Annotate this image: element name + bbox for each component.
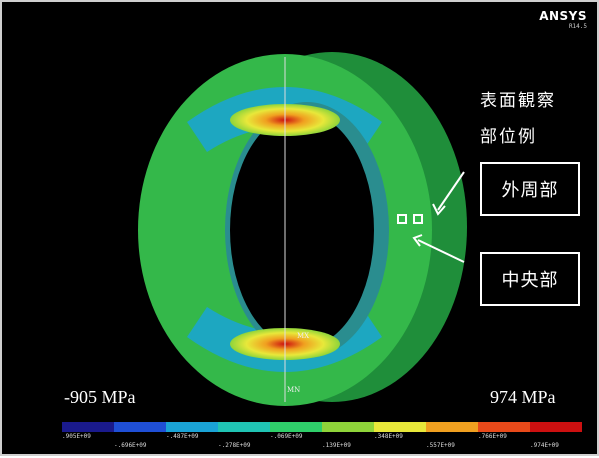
max-marker-label: MX (297, 332, 310, 340)
inner-hole (230, 112, 374, 348)
legend-tick: -.069E+09 (270, 433, 303, 440)
observation-title-line1: 表面観察 (480, 91, 556, 111)
max-stress-label: 974 MPa (490, 387, 556, 407)
legend-color-band (426, 422, 479, 432)
legend-color-band (166, 422, 219, 432)
color-legend: .905E+09 -.487E+09 -.069E+09 .348E+09 .7… (62, 422, 582, 454)
legend-tick: .766E+09 (478, 433, 507, 440)
legend-color-band (270, 422, 323, 432)
marker-outer-square (413, 214, 423, 224)
legend-tick: .557E+09 (426, 442, 455, 449)
color-legend-bar (62, 422, 582, 432)
min-marker-label: MN (287, 386, 301, 394)
legend-tick: .905E+09 (62, 433, 91, 440)
legend-color-band (478, 422, 531, 432)
legend-tick: -.278E+09 (218, 442, 251, 449)
ansys-logo: ANSYS (539, 9, 587, 23)
legend-color-band (218, 422, 271, 432)
legend-color-band (374, 422, 427, 432)
arrow-to-outer (437, 171, 465, 211)
legend-tick: .139E+09 (322, 442, 351, 449)
legend-color-band (530, 422, 582, 432)
legend-color-band (62, 422, 115, 432)
arrow-to-center (417, 239, 465, 263)
legend-tick: -.487E+09 (166, 433, 199, 440)
legend-tick: -.696E+09 (114, 442, 147, 449)
legend-tick: .348E+09 (374, 433, 403, 440)
outer-region-label: 外周部 (480, 162, 580, 216)
center-region-label: 中央部 (480, 252, 580, 306)
legend-color-band (322, 422, 375, 432)
observation-title-line2: 部位例 (480, 127, 537, 147)
legend-tick: .974E+09 (530, 442, 559, 449)
legend-color-band (114, 422, 167, 432)
ansys-version: R14.5 (568, 23, 587, 30)
marker-center-square (397, 214, 407, 224)
min-stress-label: -905 MPa (64, 387, 136, 407)
